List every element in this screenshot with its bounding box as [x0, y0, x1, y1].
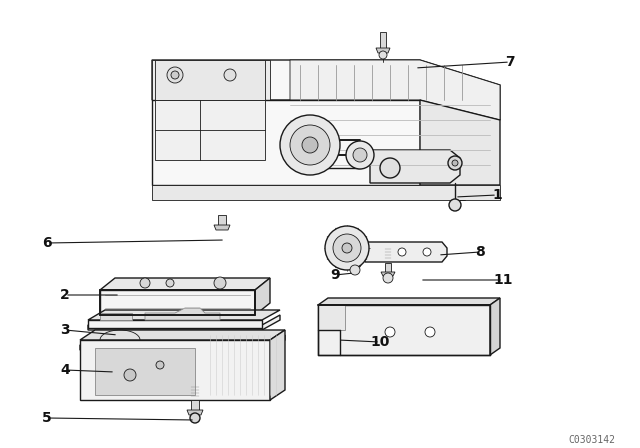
Polygon shape	[365, 242, 447, 262]
Polygon shape	[95, 348, 195, 395]
Circle shape	[379, 51, 387, 59]
Polygon shape	[152, 60, 270, 100]
Circle shape	[171, 71, 179, 79]
Text: 8: 8	[475, 245, 485, 259]
Text: 9: 9	[330, 268, 340, 282]
Text: 1: 1	[492, 188, 502, 202]
Text: 6: 6	[42, 236, 52, 250]
Circle shape	[448, 156, 462, 170]
Circle shape	[167, 67, 183, 83]
Polygon shape	[187, 410, 203, 415]
Polygon shape	[381, 272, 395, 276]
Polygon shape	[100, 278, 270, 290]
Text: 4: 4	[60, 363, 70, 377]
Text: C0303142: C0303142	[568, 435, 616, 445]
Polygon shape	[80, 330, 285, 340]
Circle shape	[425, 327, 435, 337]
Polygon shape	[490, 298, 500, 355]
Circle shape	[449, 199, 461, 211]
Text: 2: 2	[60, 288, 70, 302]
Polygon shape	[270, 330, 285, 400]
Circle shape	[166, 279, 174, 287]
Polygon shape	[80, 340, 270, 400]
Circle shape	[290, 125, 330, 165]
Polygon shape	[420, 100, 500, 185]
Circle shape	[124, 369, 136, 381]
Polygon shape	[152, 60, 500, 120]
Circle shape	[156, 361, 164, 369]
Polygon shape	[376, 48, 390, 53]
Polygon shape	[318, 305, 345, 330]
Circle shape	[140, 278, 150, 288]
Circle shape	[423, 248, 431, 256]
Text: 5: 5	[42, 411, 52, 425]
Text: 3: 3	[60, 323, 70, 337]
Polygon shape	[191, 400, 199, 410]
Circle shape	[385, 327, 395, 337]
Polygon shape	[152, 100, 420, 185]
Circle shape	[346, 141, 374, 169]
Polygon shape	[370, 150, 460, 183]
Polygon shape	[380, 32, 386, 48]
Polygon shape	[152, 185, 500, 200]
Polygon shape	[255, 278, 270, 315]
Polygon shape	[100, 313, 132, 320]
Circle shape	[350, 265, 360, 275]
Polygon shape	[214, 225, 230, 230]
Circle shape	[214, 277, 226, 289]
Polygon shape	[155, 60, 265, 100]
Circle shape	[380, 158, 400, 178]
Polygon shape	[88, 320, 262, 328]
Circle shape	[325, 226, 369, 270]
Polygon shape	[385, 263, 391, 272]
Polygon shape	[352, 255, 358, 263]
Circle shape	[224, 69, 236, 81]
Polygon shape	[88, 310, 280, 320]
Polygon shape	[290, 60, 500, 120]
Polygon shape	[318, 305, 490, 355]
Polygon shape	[88, 315, 280, 330]
Polygon shape	[218, 215, 226, 225]
Polygon shape	[145, 308, 220, 320]
Circle shape	[333, 234, 361, 262]
Polygon shape	[348, 263, 362, 267]
Polygon shape	[318, 298, 500, 305]
Text: 11: 11	[493, 273, 513, 287]
Polygon shape	[100, 290, 255, 315]
Circle shape	[280, 115, 340, 175]
Polygon shape	[80, 335, 285, 350]
Circle shape	[190, 413, 200, 423]
Circle shape	[302, 137, 318, 153]
Circle shape	[383, 273, 393, 283]
Polygon shape	[155, 100, 265, 160]
Circle shape	[452, 160, 458, 166]
Circle shape	[398, 248, 406, 256]
Circle shape	[342, 243, 352, 253]
Text: 10: 10	[371, 335, 390, 349]
Text: 7: 7	[505, 55, 515, 69]
Circle shape	[353, 148, 367, 162]
